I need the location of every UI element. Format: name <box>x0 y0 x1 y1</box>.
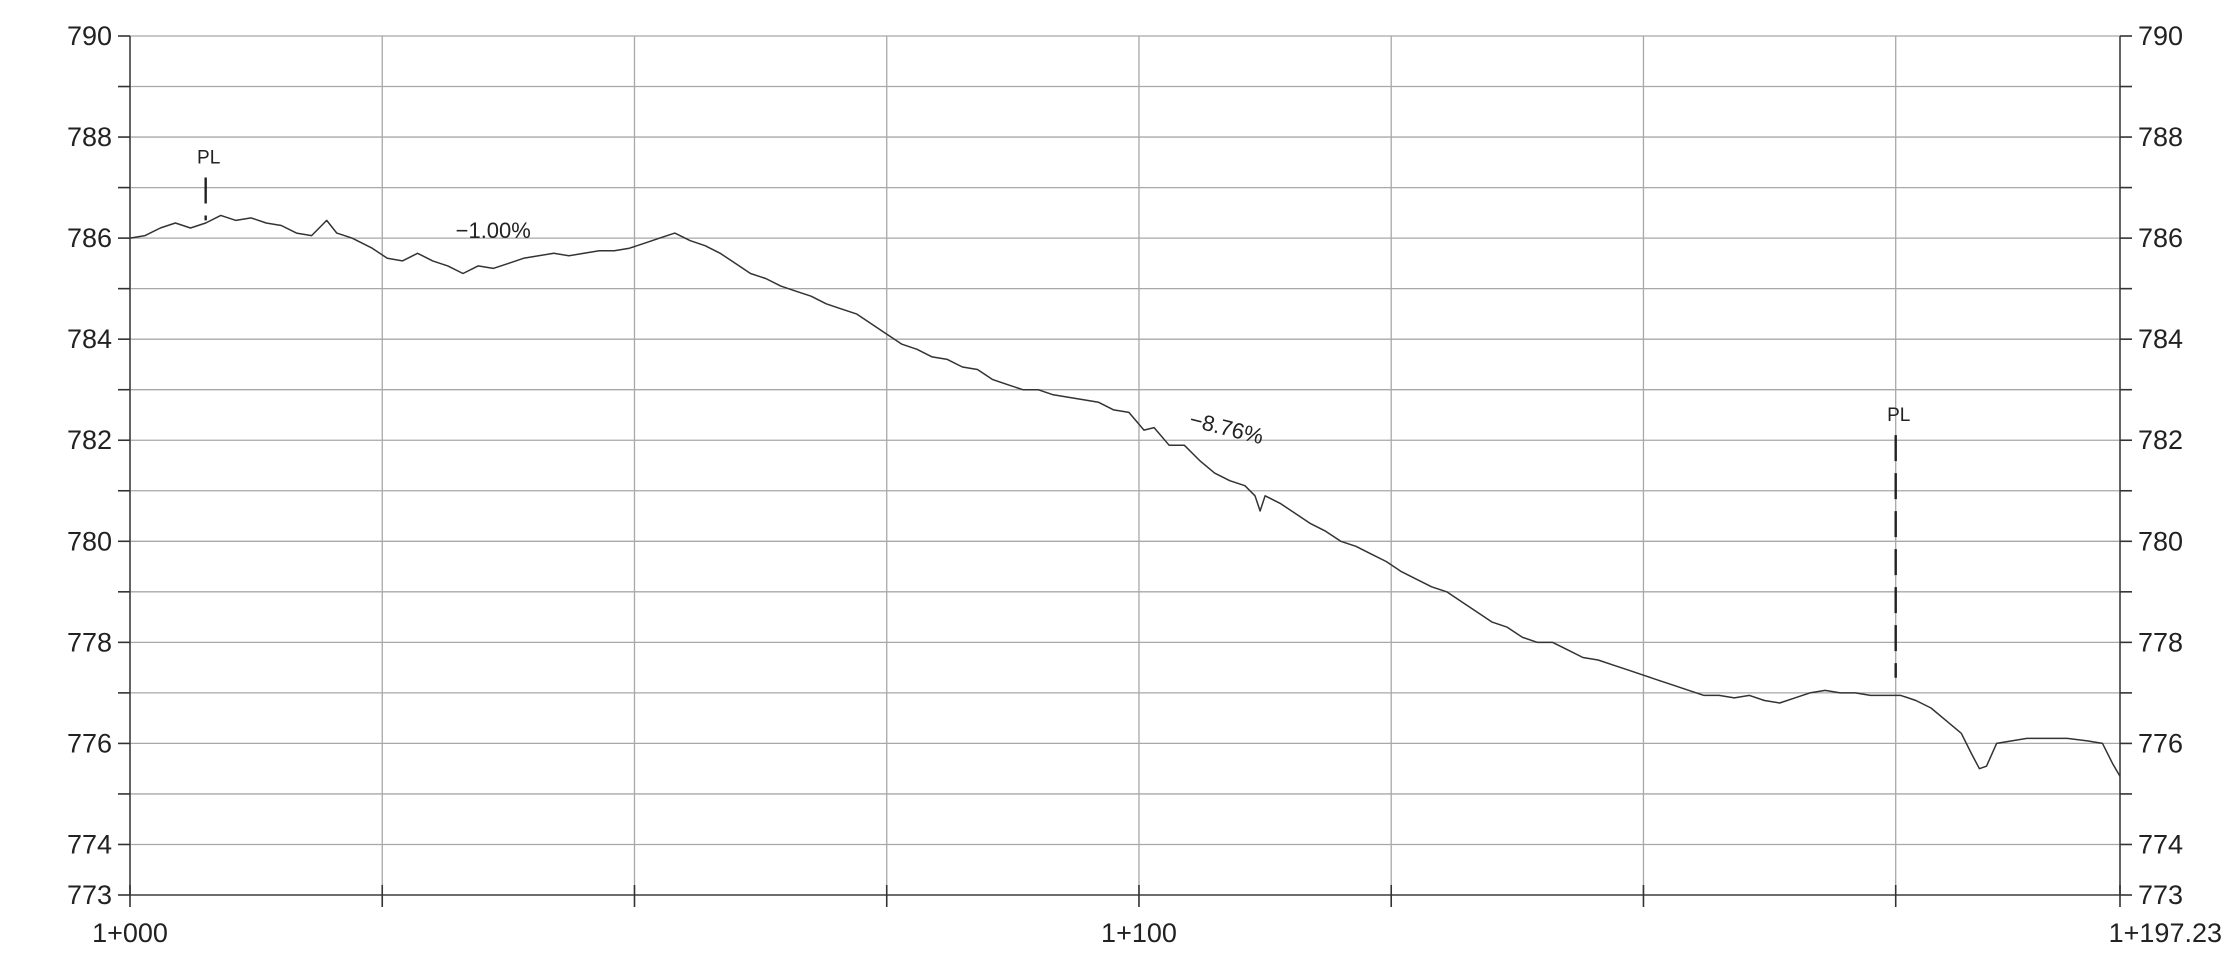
y-tick-label-left: 784 <box>67 324 112 354</box>
y-tick-label-right: 788 <box>2138 122 2183 152</box>
y-tick-label-right: 780 <box>2138 526 2183 556</box>
y-tick-label-right: 784 <box>2138 324 2183 354</box>
y-tick-label-right: 774 <box>2138 829 2183 859</box>
profile-series-line <box>129 214 2121 777</box>
y-tick-label-right: 778 <box>2138 627 2183 657</box>
y-tick-label-left: 774 <box>67 829 112 859</box>
y-tick-label-right: 786 <box>2138 223 2183 253</box>
label-layer: 790 790 788 788 786 786 784 784 782 782 780 780 778 7… <box>67 21 2222 948</box>
x-tick-label: 1+100 <box>1101 918 1177 948</box>
y-tick-label-right: 790 <box>2138 21 2183 51</box>
y-tick-label-right: 773 <box>2138 880 2183 910</box>
y-tick-label-left: 786 <box>67 223 112 253</box>
grade-label: −8.76% <box>1187 407 1266 449</box>
y-tick-label-left: 773 <box>67 880 112 910</box>
x-tick-label: 1+000 <box>92 918 168 948</box>
x-tick-label: 1+197.23 <box>2109 918 2222 948</box>
pl-marker-label: PL <box>197 147 220 168</box>
y-tick-label-left: 780 <box>67 526 112 556</box>
annotation-layer: PL PL −1.00% −8.76% <box>197 147 1910 678</box>
y-tick-label-left: 778 <box>67 627 112 657</box>
y-tick-label-left: 782 <box>67 425 112 455</box>
pl-marker-label: PL <box>1887 405 1910 426</box>
y-tick-label-left: 776 <box>67 728 112 758</box>
y-tick-label-left: 788 <box>67 122 112 152</box>
y-tick-label-left: 790 <box>67 21 112 51</box>
y-tick-label-right: 782 <box>2138 425 2183 455</box>
grade-label: −1.00% <box>456 218 531 243</box>
grid-layer <box>129 35 2121 896</box>
data-layer <box>129 214 2121 777</box>
tick-layer <box>118 35 2132 907</box>
y-tick-label-right: 776 <box>2138 728 2183 758</box>
